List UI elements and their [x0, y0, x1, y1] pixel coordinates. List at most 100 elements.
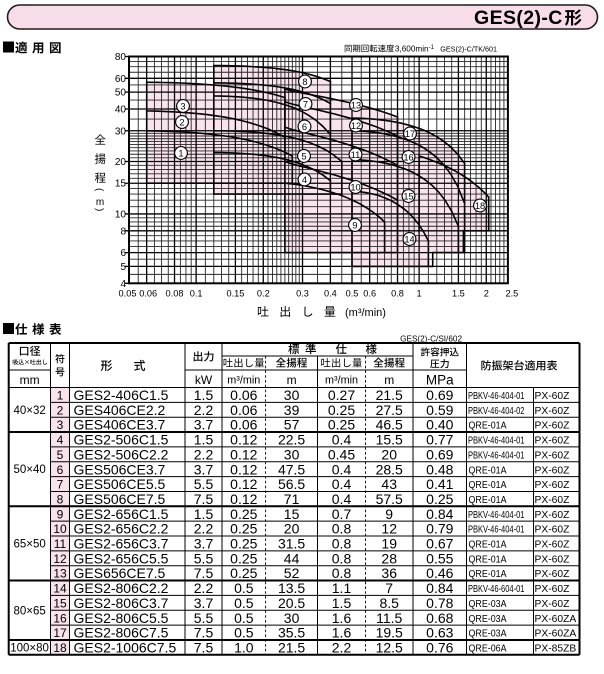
svg-text:0.78: 0.78 [426, 595, 453, 611]
svg-text:1.1: 1.1 [332, 580, 352, 596]
svg-text:GES(2)-C: GES(2)-C [474, 7, 563, 29]
svg-text:0.4: 0.4 [332, 461, 352, 477]
svg-text:0.05: 0.05 [119, 289, 137, 299]
svg-text:0.77: 0.77 [426, 432, 453, 448]
svg-text:7: 7 [385, 580, 393, 596]
svg-text:20.5: 20.5 [278, 595, 305, 611]
svg-text:40×32: 40×32 [13, 405, 45, 417]
svg-text:m: m [96, 197, 104, 208]
svg-text:16: 16 [53, 611, 67, 625]
svg-text:GES2-656C1.5: GES2-656C1.5 [74, 506, 169, 522]
svg-text:QRE-03A: QRE-03A [469, 598, 507, 610]
svg-text:2.2: 2.2 [332, 639, 352, 655]
svg-text:0.15: 0.15 [226, 289, 244, 299]
svg-text:PX-60Z: PX-60Z [535, 436, 570, 447]
svg-text:5: 5 [120, 262, 126, 273]
svg-text:35.5: 35.5 [278, 625, 305, 641]
svg-text:PX-60ZA: PX-60ZA [535, 614, 577, 625]
svg-text:15: 15 [403, 191, 413, 201]
svg-text:QRE-01A: QRE-01A [469, 568, 507, 580]
svg-text:0.25: 0.25 [328, 417, 355, 433]
svg-text:9: 9 [385, 506, 393, 522]
svg-text:3.7: 3.7 [194, 536, 214, 552]
svg-text:GES656CE7.5: GES656CE7.5 [74, 565, 166, 581]
svg-text:1.5: 1.5 [194, 387, 214, 403]
svg-text:0.06: 0.06 [230, 387, 257, 403]
svg-text:28.5: 28.5 [376, 461, 403, 477]
svg-text:1.5: 1.5 [452, 289, 465, 299]
svg-text:8: 8 [120, 226, 126, 237]
svg-text:5: 5 [57, 448, 64, 462]
svg-text:GES(2)-C/SI/602: GES(2)-C/SI/602 [400, 335, 462, 344]
svg-text:3: 3 [57, 418, 64, 432]
svg-text:1.6: 1.6 [332, 610, 352, 626]
svg-text:0.2: 0.2 [257, 289, 270, 299]
svg-text:40: 40 [115, 105, 127, 116]
svg-text:1.5: 1.5 [332, 595, 352, 611]
svg-text:0.8: 0.8 [332, 521, 352, 537]
svg-text:0.8: 0.8 [332, 550, 352, 566]
svg-text:7.5: 7.5 [194, 639, 214, 655]
svg-text:56.5: 56.5 [278, 476, 305, 492]
svg-text:0.06: 0.06 [230, 417, 257, 433]
svg-text:47.5: 47.5 [278, 461, 305, 477]
svg-text:0.25: 0.25 [426, 491, 453, 507]
svg-text:0.12: 0.12 [230, 461, 257, 477]
svg-text:QRE-06A: QRE-06A [469, 642, 507, 654]
svg-text:2: 2 [179, 117, 184, 127]
svg-text:8: 8 [302, 77, 307, 87]
svg-text:11: 11 [351, 150, 361, 160]
svg-text:0.48: 0.48 [426, 461, 453, 477]
svg-text:QRE-01A: QRE-01A [469, 553, 507, 565]
svg-text:80: 80 [115, 52, 127, 63]
svg-text:QRE-03A: QRE-03A [469, 628, 507, 640]
svg-text:0.3: 0.3 [296, 289, 309, 299]
svg-text:0.8: 0.8 [332, 565, 352, 581]
svg-text:m³/min: m³/min [227, 375, 260, 387]
svg-text:PX-60Z: PX-60Z [535, 510, 570, 521]
svg-text:0.06: 0.06 [139, 289, 157, 299]
svg-text:43: 43 [381, 476, 397, 492]
svg-text:PX-60Z: PX-60Z [535, 540, 570, 551]
svg-text:0.4: 0.4 [332, 432, 352, 448]
svg-text:31.5: 31.5 [278, 536, 305, 552]
svg-text:30: 30 [284, 387, 300, 403]
svg-text:13.5: 13.5 [278, 580, 305, 596]
svg-text:0.12: 0.12 [230, 476, 257, 492]
svg-text:12: 12 [381, 521, 397, 537]
svg-text:m: m [287, 373, 297, 387]
svg-text:QRE-01A: QRE-01A [469, 494, 507, 506]
svg-text:0.84: 0.84 [426, 506, 453, 522]
svg-text:0.5: 0.5 [234, 610, 254, 626]
svg-text:5.5: 5.5 [194, 550, 214, 566]
svg-text:8: 8 [57, 492, 64, 506]
svg-text:(: ( [94, 188, 105, 192]
svg-text:2: 2 [484, 289, 489, 299]
svg-text:7: 7 [303, 99, 308, 109]
svg-text:0.4: 0.4 [332, 476, 352, 492]
svg-text:39: 39 [284, 402, 300, 418]
svg-text:15.5: 15.5 [376, 432, 403, 448]
svg-text:0.06: 0.06 [230, 402, 257, 418]
svg-text:7: 7 [57, 478, 64, 492]
svg-text:PX-60Z: PX-60Z [535, 406, 570, 417]
svg-text:65×50: 65×50 [13, 538, 45, 550]
svg-text:PX-60Z: PX-60Z [535, 480, 570, 491]
svg-text:1: 1 [417, 289, 422, 299]
svg-text:1.5: 1.5 [194, 432, 214, 448]
svg-text:13: 13 [53, 567, 67, 581]
svg-text:0.8: 0.8 [391, 289, 404, 299]
svg-text:5.5: 5.5 [194, 610, 214, 626]
svg-text:10: 10 [350, 182, 360, 192]
svg-text:QRE-01A: QRE-01A [469, 464, 507, 476]
svg-text:0.4: 0.4 [332, 491, 352, 507]
svg-text:8.5: 8.5 [379, 595, 399, 611]
svg-text:18: 18 [475, 201, 485, 211]
svg-text:0.6: 0.6 [363, 289, 376, 299]
svg-text:PX-60Z: PX-60Z [535, 525, 570, 536]
svg-text:GES2-506C1.5: GES2-506C1.5 [74, 432, 169, 448]
svg-text:3.7: 3.7 [194, 461, 214, 477]
svg-text:4: 4 [57, 433, 64, 447]
svg-text:0.7: 0.7 [332, 506, 352, 522]
svg-text:10: 10 [53, 522, 67, 536]
